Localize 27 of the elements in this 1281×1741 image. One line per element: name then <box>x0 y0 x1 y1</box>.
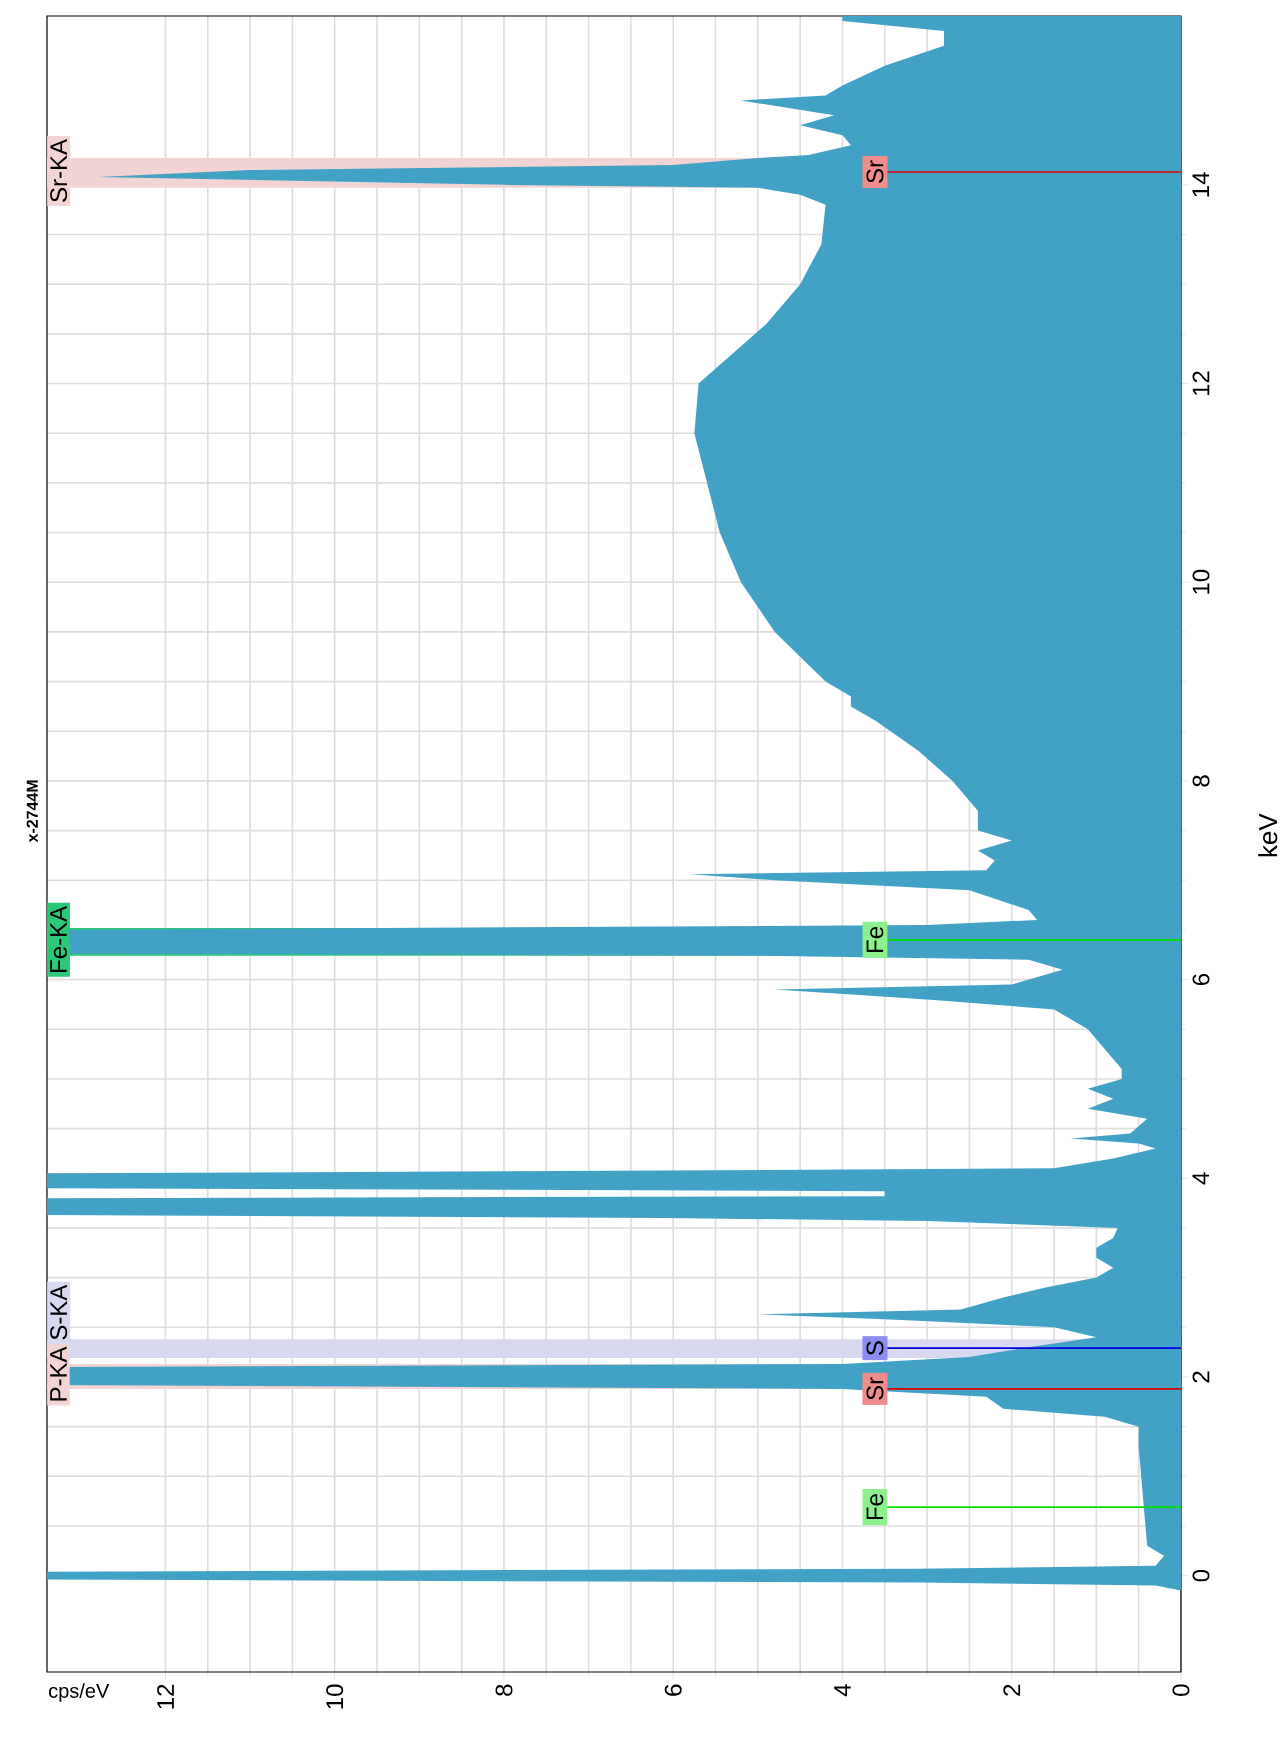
y-tick-label: 0 <box>1192 1569 1210 1582</box>
x-axis-title: cps/eV <box>49 1683 110 1702</box>
x-tick-label: 8 <box>495 1684 513 1696</box>
y-tick-label: 8 <box>1192 775 1210 787</box>
band-label: Sr-KA <box>50 138 68 202</box>
x-tick-label: 10 <box>326 1684 344 1709</box>
x-tick-label: 2 <box>1003 1684 1021 1696</box>
y-tick-label: 2 <box>1192 1371 1210 1383</box>
x-tick-label: 12 <box>157 1684 175 1709</box>
y-tick-label: 4 <box>1192 1172 1210 1185</box>
band-label: P-KA <box>50 1346 67 1401</box>
x-tick-label: 6 <box>664 1684 682 1696</box>
band-label: Fe-KA <box>50 905 68 972</box>
ref-line-label: Fe <box>866 1494 884 1520</box>
ref-line-label: Sr <box>866 160 884 183</box>
text: x-2744M <box>26 780 38 843</box>
x-tick-label: 4 <box>834 1684 851 1697</box>
ref-line-label: S <box>866 1341 884 1356</box>
y-tick-label: 10 <box>1192 569 1210 594</box>
ref-line-label: Fe <box>866 926 884 952</box>
band-label: S-KA <box>50 1284 68 1340</box>
y-tick-label: 6 <box>1192 973 1210 986</box>
x-tick-label: 0 <box>1172 1684 1190 1696</box>
ref-line-label: Sr <box>866 1377 884 1400</box>
y-axis-title: keV <box>1258 813 1278 857</box>
y-tick-label: 12 <box>1192 371 1210 396</box>
y-tick-label: 14 <box>1192 172 1210 197</box>
